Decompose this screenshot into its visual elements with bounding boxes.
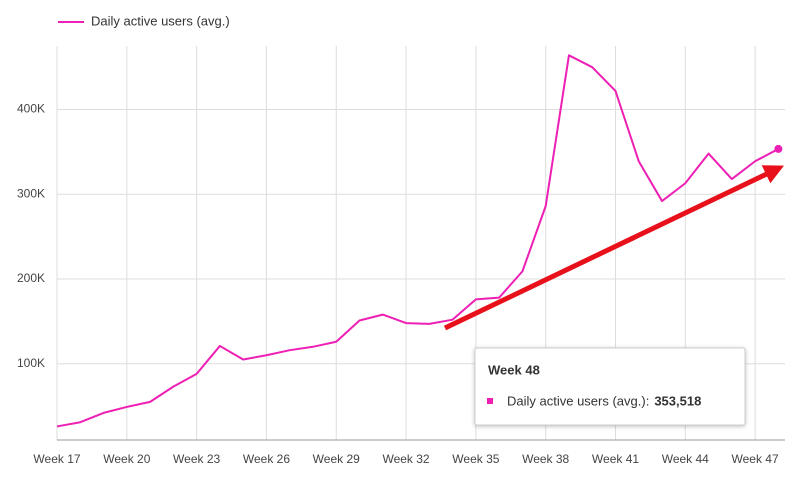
y-tick-label: 300K xyxy=(17,186,45,200)
x-tick-label: Week 17 xyxy=(33,452,80,466)
x-tick-label: Week 26 xyxy=(243,452,290,466)
highlight-point xyxy=(774,144,783,153)
x-tick-label: Week 35 xyxy=(452,452,499,466)
annotation-arrow xyxy=(443,165,785,331)
x-tick-label: Week 23 xyxy=(173,452,220,466)
tooltip: Week 48 Daily active users (avg.): 353,5… xyxy=(474,347,746,426)
series-line xyxy=(56,54,779,428)
x-tick-label: Week 20 xyxy=(103,452,150,466)
tooltip-value: 353,518 xyxy=(654,393,701,408)
tooltip-label: Daily active users (avg.): xyxy=(507,393,649,408)
x-tick-label: Week 32 xyxy=(382,452,429,466)
legend-label: Daily active users (avg.) xyxy=(91,13,230,28)
x-tick-label: Week 29 xyxy=(313,452,360,466)
tooltip-swatch xyxy=(487,398,493,404)
x-tick-label: Week 44 xyxy=(662,452,709,466)
x-tick-label: Week 38 xyxy=(522,452,569,466)
y-tick-label: 200K xyxy=(17,271,45,285)
x-tick-label: Week 41 xyxy=(592,452,639,466)
tooltip-box xyxy=(474,347,746,426)
y-tick-label: 400K xyxy=(17,102,45,116)
y-tick-label: 100K xyxy=(17,356,45,370)
x-tick-label: Week 47 xyxy=(732,452,779,466)
tooltip-title: Week 48 xyxy=(488,362,540,377)
